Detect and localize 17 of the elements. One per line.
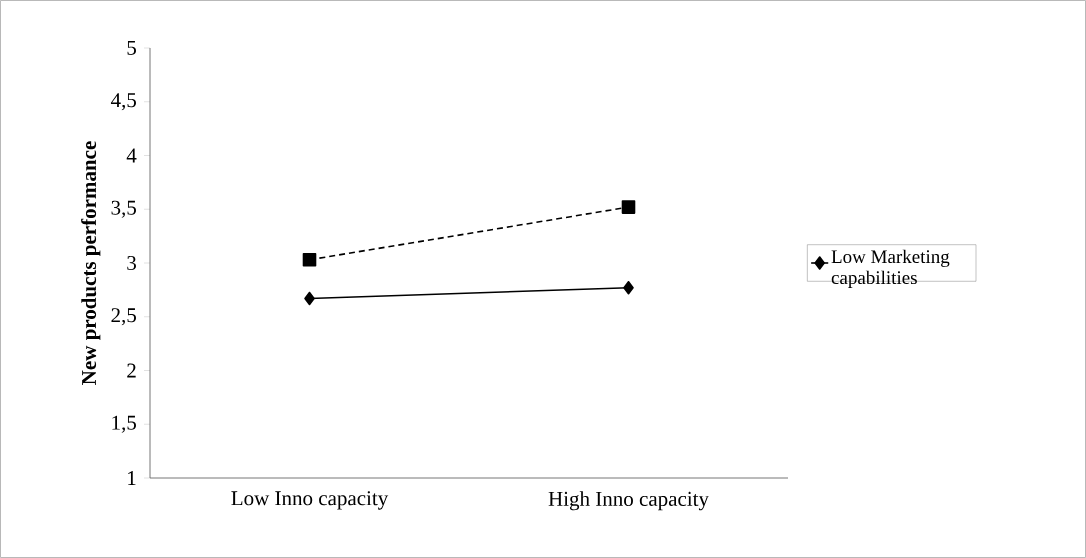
y-tick-label: 3,5 xyxy=(111,200,136,218)
y-tick-label: 1 xyxy=(128,471,136,485)
y-tick-label: 4,5 xyxy=(110,93,136,111)
y-tick-label: 5 xyxy=(127,41,136,55)
point xyxy=(302,252,317,267)
y-tick-label: 1,5 xyxy=(112,415,136,433)
point xyxy=(304,291,315,306)
x-tick-label: High Inno capacity xyxy=(548,491,709,511)
point xyxy=(621,200,636,214)
x-tick-label: Low Inno capacity xyxy=(231,491,389,510)
y-tick-label: 4 xyxy=(126,148,137,163)
point xyxy=(623,280,634,295)
y-tick-label: 2,5 xyxy=(111,308,136,326)
y-tick-label: 2 xyxy=(127,363,136,378)
y-tick-label: 3 xyxy=(127,255,136,271)
legend-label: Low Marketing capabilities xyxy=(831,249,950,288)
y-axis-title: New products performance xyxy=(81,141,101,385)
